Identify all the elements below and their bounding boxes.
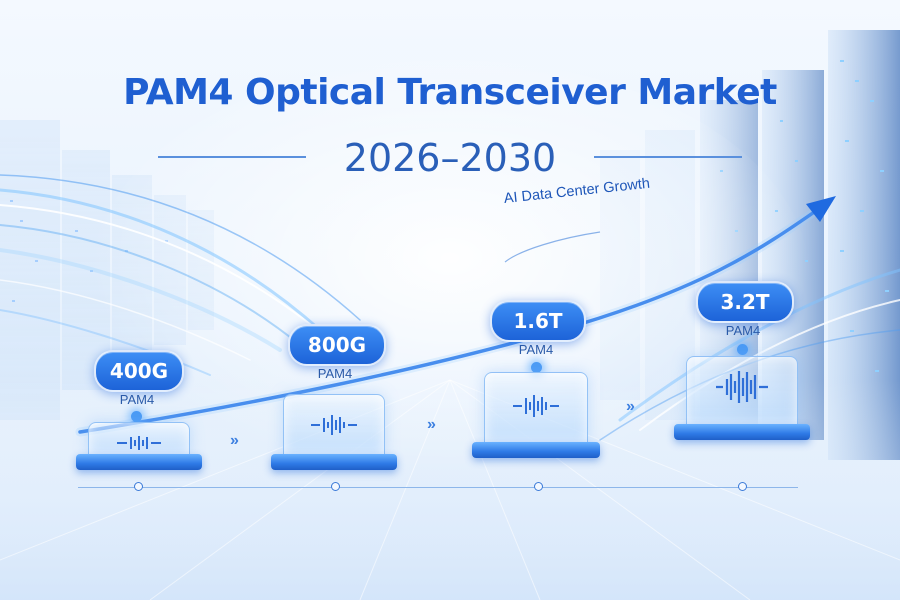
- stage-marker-dot: [531, 362, 542, 373]
- page-title: PAM4 Optical Transceiver Market: [123, 72, 777, 113]
- transceiver-module-3-2t: [674, 356, 810, 440]
- timeline-node: [738, 482, 747, 491]
- stage-modulation-label: PAM4: [317, 366, 353, 381]
- chevron-right-icon: »: [230, 432, 239, 449]
- timeline-axis: [78, 487, 798, 488]
- timeline-node: [134, 482, 143, 491]
- stage-marker-dot: [737, 344, 748, 355]
- stage-modulation-label: PAM4: [518, 342, 554, 357]
- stage-speed-badge-400g: 400G: [94, 350, 184, 392]
- waveform-icon: [716, 371, 768, 403]
- stage-marker-dot: [131, 411, 142, 422]
- chevron-right-icon: »: [427, 416, 436, 433]
- stage-speed-badge-1-6t: 1.6T: [490, 300, 586, 342]
- timeline-node: [331, 482, 340, 491]
- subtitle-rule-left: [158, 156, 306, 158]
- light-streaks: [0, 174, 361, 376]
- subtitle: 2026–2030: [343, 136, 557, 180]
- chevron-right-icon: »: [626, 398, 635, 415]
- subtitle-rule-right: [594, 156, 742, 158]
- transceiver-module-800g: [271, 394, 397, 470]
- transceiver-module-400g: [76, 422, 202, 470]
- transceiver-module-1-6t: [472, 372, 600, 458]
- waveform-icon: [311, 415, 357, 435]
- waveform-icon: [117, 436, 161, 450]
- timeline-node: [534, 482, 543, 491]
- stage-modulation-label: PAM4: [725, 323, 761, 338]
- stage-speed-badge-3-2t: 3.2T: [696, 281, 794, 323]
- stage-modulation-label: PAM4: [119, 392, 155, 407]
- growth-arrowhead: [806, 196, 836, 222]
- waveform-icon: [513, 395, 559, 417]
- stage-speed-badge-800g: 800G: [288, 324, 386, 366]
